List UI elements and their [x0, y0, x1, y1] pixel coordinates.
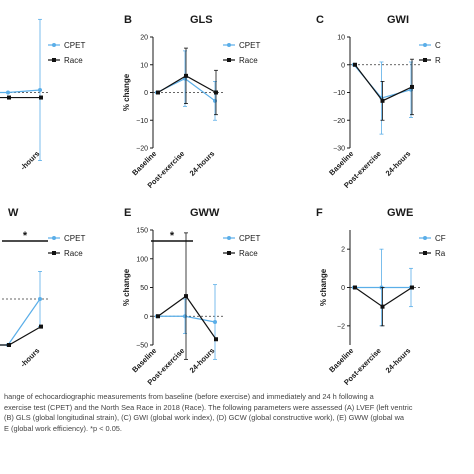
- panel-2-y-tick-label: −10: [136, 118, 148, 125]
- panel-4-significance-marker: *: [23, 230, 28, 242]
- panel-5-y-tick-label: −50: [136, 343, 148, 350]
- panel-4-race-line: [0, 326, 42, 346]
- panel-3-y-tick-label: 10: [337, 35, 345, 42]
- panel-6-legend-swatch-marker: [423, 236, 427, 240]
- panel-5-y-tick-label: 150: [136, 228, 148, 235]
- panel-4-cpet-point: [38, 297, 42, 301]
- panel-5-y-tick-label: 50: [140, 285, 148, 292]
- panel-5-race-line: [157, 295, 217, 340]
- panel-2-letter: B: [124, 14, 132, 26]
- panel-4-race-point: [7, 343, 11, 347]
- panel-5-race-point: [214, 337, 218, 342]
- panel-6-title: GWE: [387, 207, 413, 219]
- panel-6-y-axis-label: % change: [319, 268, 328, 306]
- panel-5-letter: E: [124, 207, 131, 219]
- panel-2-race-point: [156, 90, 160, 95]
- panel-1-legend-label: CPET: [64, 41, 85, 50]
- panel-3-race-point: [380, 98, 385, 103]
- panel-5-race-point: [156, 314, 160, 319]
- panel-5-legend-label: CPET: [239, 234, 260, 243]
- panel-1-race-point: [7, 95, 11, 100]
- panel-2-title: GLS: [190, 14, 213, 26]
- panel-1-x-tick-label: -hours: [19, 149, 42, 172]
- panel-5-significance-marker: *: [170, 230, 175, 242]
- panel-6-race-point: [410, 285, 414, 290]
- caption-line-1: hange of echocardiographic measurements …: [4, 392, 374, 401]
- panel-3-legend-swatch-marker: [423, 58, 427, 62]
- panel-3-y-tick-label: 0: [341, 62, 345, 69]
- panel-5-y-axis-label: % change: [122, 268, 131, 306]
- panel-1-legend-label: Race: [64, 56, 83, 65]
- panel-2-y-tick-label: 0: [144, 90, 148, 97]
- panel-2-x-tick-label: 24-hours: [188, 149, 217, 178]
- panel-6-legend-label: Ra: [435, 249, 446, 258]
- panel-5-x-tick-label: 24-hours: [188, 346, 217, 375]
- panel-6-race-point: [380, 304, 385, 309]
- panel-2-race-line: [157, 75, 217, 94]
- panel-3-title: GWI: [387, 14, 409, 26]
- panel-6-legend-label: CF: [435, 234, 446, 243]
- panel-3-y-tick-label: −10: [333, 90, 345, 97]
- figure-caption: hange of echocardiographic measurements …: [4, 392, 474, 434]
- panel-5-y-tick-label: 0: [144, 314, 148, 321]
- panel-4-x-tick-label: -hours: [19, 346, 42, 369]
- panel-2-legend-label: Race: [239, 56, 258, 65]
- panel-3-race-line: [354, 64, 413, 102]
- panel-1-legend-swatch-marker: [52, 43, 56, 47]
- panel-1-cpet-point: [38, 87, 42, 92]
- panel-2-y-axis-label: % change: [122, 73, 131, 111]
- panel-5-cpet-point: [213, 320, 217, 324]
- panel-4-race-point: [39, 324, 43, 329]
- panel-5-legend-swatch-marker: [227, 251, 231, 255]
- panel-3-legend-label: R: [435, 56, 441, 65]
- panel-4-legend-label: Race: [64, 249, 83, 258]
- panel-1-cpet-point: [6, 90, 10, 95]
- panel-3-x-tick-label: Baseline: [327, 149, 355, 177]
- panel-6-race-point: [353, 285, 357, 290]
- panel-4-legend-swatch-marker: [52, 236, 56, 240]
- caption-line-3: (B) GLS (global longitudinal strain), (C…: [4, 413, 405, 423]
- panel-5-title: GWW: [190, 207, 220, 219]
- caption-line-4: E (global work efficiency). *p < 0.05.: [4, 423, 122, 433]
- panel-2-y-tick-label: 20: [140, 35, 148, 42]
- panel-2-legend-swatch-marker: [227, 58, 231, 62]
- panel-5-race-point: [184, 294, 188, 299]
- panel-2-legend-label: CPET: [239, 41, 260, 50]
- panel-3-y-tick-label: −30: [333, 146, 345, 153]
- panel-5-legend-swatch-marker: [227, 236, 231, 240]
- panel-3-legend-label: C: [435, 41, 441, 50]
- panel-6-legend-swatch-marker: [423, 251, 427, 255]
- panel-2-y-tick-label: −20: [136, 146, 148, 153]
- caption-line-2: exercise test (CPET) and the North Sea R…: [4, 402, 413, 412]
- panel-2-x-tick-label: Baseline: [130, 149, 158, 177]
- panel-6-x-tick-label: 24-hours: [384, 346, 413, 375]
- panel-3-race-point: [353, 62, 357, 67]
- panel-2-race-point: [184, 73, 188, 78]
- panel-1-legend-swatch-marker: [52, 58, 56, 62]
- panel-3-y-tick-label: −20: [333, 118, 345, 125]
- panel-5-y-tick-label: 100: [136, 256, 148, 263]
- panel-4-title: W: [8, 207, 19, 219]
- panel-1-race-point: [39, 95, 43, 100]
- panel-6-y-tick-label: 2: [341, 247, 345, 254]
- panel-2-y-tick-label: 10: [140, 62, 148, 69]
- panel-6-letter: F: [316, 207, 323, 219]
- panel-3-legend-swatch-marker: [423, 43, 427, 47]
- panel-6-x-tick-label: Baseline: [327, 346, 355, 374]
- panel-5-legend-label: Race: [239, 249, 258, 258]
- panel-4-legend-swatch-marker: [52, 251, 56, 255]
- panel-6-y-tick-label: 0: [341, 285, 345, 292]
- panel-2-race-point: [214, 90, 218, 95]
- panel-3-x-tick-label: 24-hours: [384, 149, 413, 178]
- panel-3-race-point: [410, 84, 414, 89]
- panel-2-legend-swatch-marker: [227, 43, 231, 47]
- panel-4-legend-label: CPET: [64, 234, 85, 243]
- panel-3-letter: C: [316, 14, 324, 26]
- panel-5-x-tick-label: Baseline: [130, 346, 158, 374]
- panel-6-y-tick-label: −2: [337, 323, 345, 330]
- panel-6-race-line: [354, 286, 413, 308]
